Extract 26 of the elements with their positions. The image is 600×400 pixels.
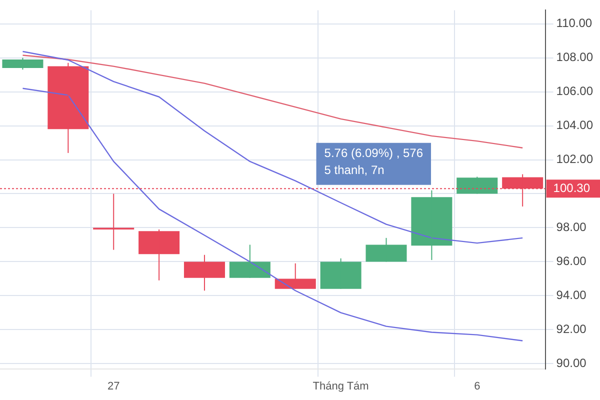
y-tick-label: 104.00 <box>556 118 594 132</box>
x-tick-label: Tháng Tám <box>312 380 369 392</box>
candlestick <box>48 62 89 154</box>
y-tick-label: 98.00 <box>556 220 587 234</box>
candlestick <box>2 57 44 70</box>
x-tick-label: 6 <box>474 380 480 392</box>
y-tick-label: 94.00 <box>556 288 587 302</box>
y-tick-label: 92.00 <box>556 322 587 336</box>
candlestick <box>456 176 498 194</box>
candlestick <box>184 254 225 292</box>
candlestick <box>93 193 134 250</box>
ref-line-label: 100.30 <box>553 180 590 195</box>
candlestick <box>411 190 452 261</box>
candlestick <box>274 262 316 290</box>
y-tick-label: 102.00 <box>556 152 594 166</box>
y-tick-label: 108.00 <box>556 50 594 64</box>
x-tick-label: 27 <box>107 380 120 392</box>
annotation: 5.76 (6.09%) , 576 5 thanh, 7n <box>324 146 424 178</box>
y-tick-label: 90.00 <box>556 356 587 370</box>
candlestick <box>320 258 362 290</box>
y-tick-label: 96.00 <box>556 254 587 268</box>
y-tick-label: 110.00 <box>556 16 592 30</box>
candlestick <box>229 244 270 278</box>
candlestick <box>366 237 407 262</box>
candlestick <box>138 228 180 281</box>
y-tick-label: 106.00 <box>556 84 594 98</box>
